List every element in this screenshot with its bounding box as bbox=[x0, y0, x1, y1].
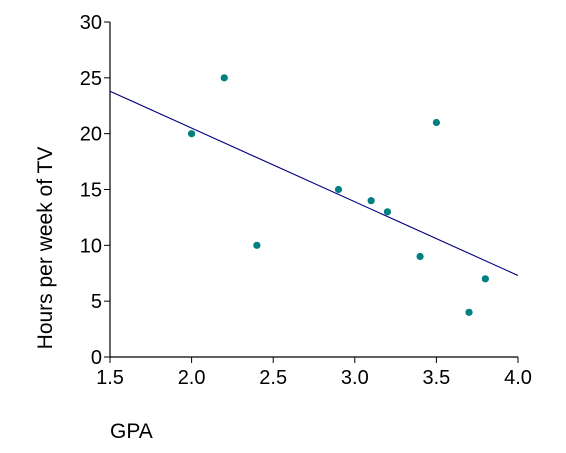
ticks bbox=[104, 21, 519, 363]
x-tick-label: 3.0 bbox=[341, 367, 369, 389]
data-point bbox=[383, 208, 392, 216]
data-point bbox=[188, 130, 196, 138]
x-tick-label: 2.0 bbox=[178, 367, 206, 389]
data-point bbox=[465, 308, 473, 316]
data-point bbox=[253, 241, 261, 249]
y-tick-label: 0 bbox=[91, 347, 102, 369]
x-tick-label: 4.0 bbox=[504, 367, 532, 389]
y-tick-label: 5 bbox=[91, 291, 102, 313]
y-tick-label: 30 bbox=[80, 12, 102, 34]
data-point bbox=[367, 197, 375, 205]
tick-labels: 1.5 2.0 2.5 3.0 3.5 4.0 0 5 10 15 20 25 30 bbox=[80, 12, 532, 389]
trend-line bbox=[109, 90, 519, 276]
x-tick-label: 1.5 bbox=[96, 367, 124, 389]
data-points bbox=[188, 74, 489, 316]
axes bbox=[109, 22, 518, 358]
x-tick-label: 3.5 bbox=[422, 367, 450, 389]
data-point bbox=[432, 118, 440, 127]
y-tick-label: 20 bbox=[80, 124, 102, 146]
data-point bbox=[334, 185, 343, 194]
data-point bbox=[416, 252, 424, 261]
y-axis-title: Hours per week of TV bbox=[34, 147, 57, 350]
data-point bbox=[481, 275, 489, 283]
x-tick-label: 2.5 bbox=[259, 367, 287, 389]
y-tick-label: 25 bbox=[80, 68, 102, 90]
x-axis-title: GPA bbox=[110, 420, 153, 443]
y-tick-label: 10 bbox=[80, 235, 102, 257]
data-point bbox=[220, 74, 228, 82]
y-tick-label: 15 bbox=[80, 180, 102, 202]
